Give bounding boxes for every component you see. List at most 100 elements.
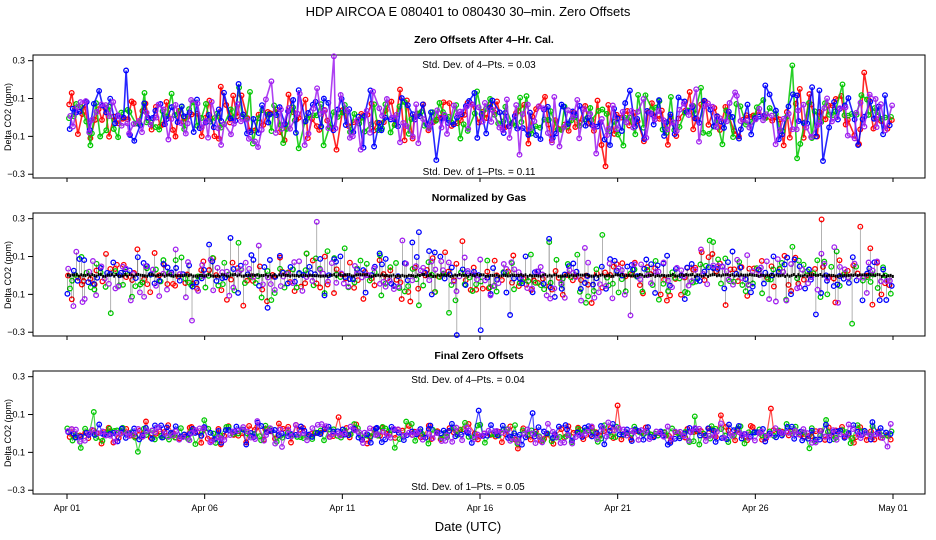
data-point	[537, 136, 544, 143]
y-tick-label: 0.3	[12, 214, 25, 224]
data-point	[824, 95, 831, 102]
data-point	[314, 430, 321, 436]
data-point	[752, 116, 759, 123]
data-point	[619, 260, 626, 267]
data-point	[318, 110, 325, 117]
data-point	[630, 266, 636, 273]
data-point	[155, 101, 162, 108]
data-point	[442, 437, 449, 444]
mean-marker	[361, 273, 364, 277]
data-point	[241, 280, 248, 287]
mean-marker	[498, 274, 500, 278]
data-point	[429, 435, 436, 442]
data-point	[496, 109, 503, 116]
data-point	[602, 163, 609, 170]
data-point	[655, 296, 662, 303]
data-point	[512, 422, 518, 429]
mean-marker	[432, 274, 434, 278]
data-point	[667, 93, 674, 100]
data-point	[141, 100, 148, 107]
data-point	[105, 280, 112, 287]
data-point	[569, 114, 576, 121]
data-point	[606, 260, 613, 267]
data-point	[250, 116, 257, 122]
mean-marker	[491, 273, 494, 277]
data-point	[756, 272, 763, 279]
data-point	[824, 277, 830, 284]
data-point	[234, 427, 241, 434]
mean-marker	[304, 273, 307, 277]
data-point	[434, 107, 441, 114]
data-point	[272, 129, 279, 136]
data-point	[714, 265, 721, 272]
data-point	[763, 111, 770, 118]
mean-marker	[335, 274, 338, 278]
data-point	[332, 125, 339, 132]
mean-marker	[806, 274, 808, 278]
data-point	[883, 297, 890, 303]
mean-marker	[423, 273, 426, 277]
mean-marker	[344, 273, 346, 277]
data-point	[420, 116, 427, 123]
data-point	[325, 125, 332, 132]
data-point	[188, 97, 195, 103]
data-point	[118, 425, 125, 432]
data-point	[419, 436, 426, 443]
data-point	[766, 105, 773, 112]
data-point	[313, 218, 320, 225]
mean-marker	[526, 274, 529, 278]
mean-marker	[309, 273, 311, 277]
data-point	[346, 259, 353, 266]
data-point	[814, 257, 821, 264]
data-point	[639, 288, 646, 295]
data-point	[292, 422, 299, 428]
data-point	[81, 257, 88, 264]
data-point	[712, 438, 719, 445]
data-point	[341, 245, 348, 252]
data-point	[227, 432, 234, 439]
mean-marker	[841, 274, 844, 278]
data-point	[664, 423, 671, 430]
data-point	[702, 438, 709, 444]
mean-marker	[775, 273, 778, 277]
data-point	[217, 83, 224, 90]
data-point	[460, 121, 467, 128]
data-point	[221, 437, 228, 443]
data-point	[719, 141, 726, 148]
data-point	[403, 418, 410, 425]
data-point	[182, 130, 189, 137]
data-point	[462, 282, 469, 288]
data-point	[684, 264, 691, 271]
mean-marker	[592, 274, 595, 278]
data-point	[208, 98, 215, 105]
data-point	[785, 103, 792, 110]
data-point	[542, 93, 548, 100]
data-point	[602, 282, 609, 289]
mean-marker	[727, 273, 729, 277]
mean-marker	[718, 273, 720, 277]
mean-marker	[185, 273, 188, 277]
mean-marker	[676, 274, 679, 278]
data-point	[743, 430, 749, 437]
data-point	[519, 280, 526, 287]
data-point	[581, 244, 588, 251]
mean-marker	[97, 273, 100, 277]
mean-marker	[698, 273, 701, 277]
data-point	[271, 290, 278, 297]
mean-marker	[617, 273, 619, 277]
mean-marker	[320, 274, 322, 278]
data-point	[223, 296, 230, 303]
mean-marker	[256, 273, 258, 277]
mean-marker	[711, 273, 714, 277]
data-point	[551, 93, 558, 100]
data-point	[758, 428, 765, 435]
data-point	[436, 100, 443, 106]
mean-marker	[102, 274, 104, 278]
data-point	[326, 433, 333, 440]
data-point	[875, 430, 882, 437]
data-point	[134, 246, 141, 253]
data-point	[149, 115, 156, 121]
data-point	[266, 257, 273, 263]
y-tick-label: 0.1	[12, 94, 25, 104]
data-point	[464, 268, 471, 274]
